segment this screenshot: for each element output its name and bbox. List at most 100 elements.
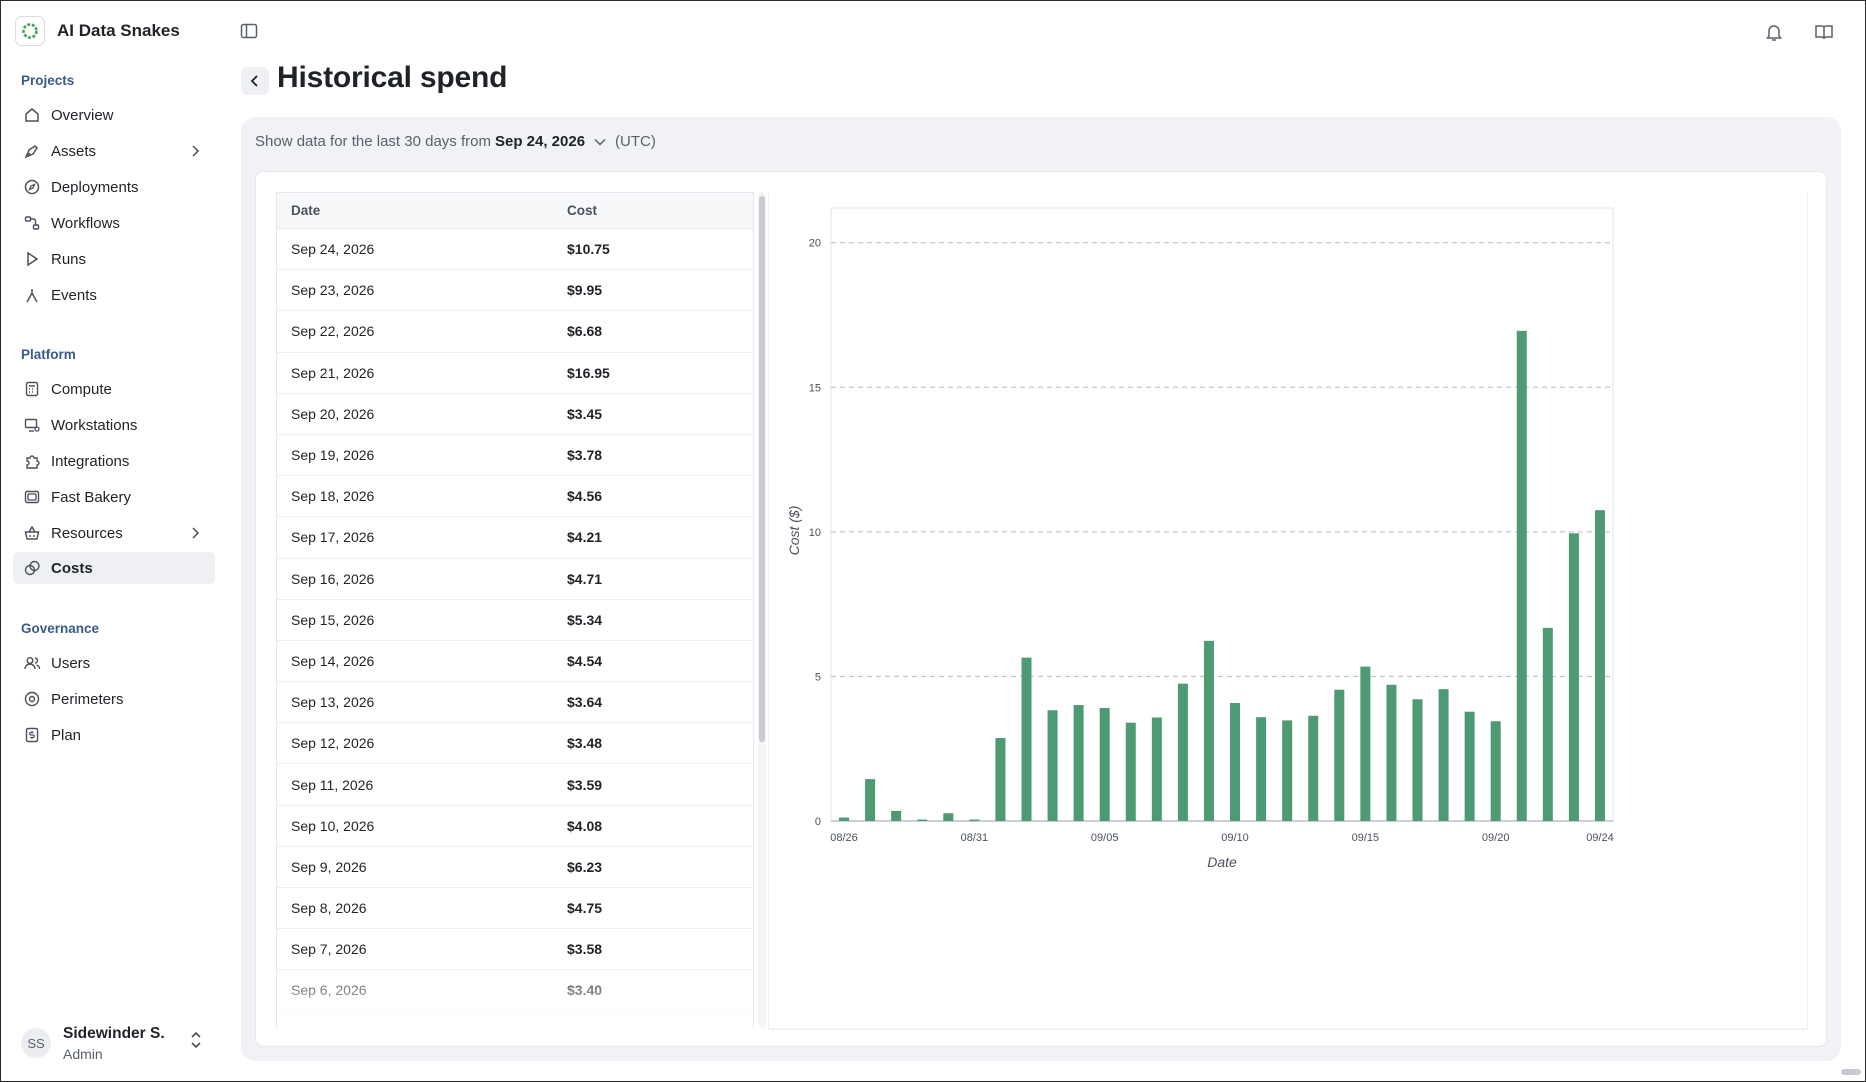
sidebar-item-costs[interactable]: Costs <box>13 552 215 584</box>
sidebar-item-integrations[interactable]: Integrations <box>13 445 215 477</box>
table-row: Sep 9, 2026 $6.23 <box>277 847 753 888</box>
bar-09-03[interactable] <box>1047 710 1058 821</box>
brand[interactable]: AI Data Snakes <box>15 13 180 49</box>
sidebar-item-workstations[interactable]: Workstations <box>13 409 215 441</box>
sidebar-item-users[interactable]: Users <box>13 647 215 679</box>
sidebar-item-assets[interactable]: Assets <box>13 135 215 167</box>
bar-09-15[interactable] <box>1360 666 1371 821</box>
bar-09-10[interactable] <box>1230 703 1241 821</box>
bar-09-11[interactable] <box>1256 717 1267 821</box>
bar-09-14[interactable] <box>1334 689 1345 821</box>
chevron-left-icon <box>250 75 258 87</box>
home-icon <box>25 108 39 122</box>
bar-09-19[interactable] <box>1464 711 1475 821</box>
bar-09-18[interactable] <box>1438 689 1449 821</box>
bar-09-23[interactable] <box>1568 533 1579 821</box>
chevron-up-down-icon[interactable] <box>187 1029 205 1051</box>
bell-icon[interactable] <box>1763 21 1785 43</box>
bar-08-27[interactable] <box>865 779 876 821</box>
bar-09-07[interactable] <box>1151 717 1162 821</box>
bar-09-02[interactable] <box>1021 657 1032 821</box>
user-name: Sidewinder S. <box>63 1024 165 1042</box>
chevron-right-icon[interactable] <box>187 143 203 159</box>
sidebar-item-overview[interactable]: Overview <box>13 99 215 131</box>
sidebar: AI Data Snakes Projects Overview Assets Dep… <box>1 1 229 1082</box>
bar-08-30[interactable] <box>943 813 954 821</box>
column-header-cost: Cost <box>567 203 597 218</box>
bar-09-06[interactable] <box>1125 722 1136 821</box>
table-row: Sep 17, 2026 $4.21 <box>277 517 753 559</box>
bar-09-21[interactable] <box>1516 330 1527 821</box>
sidebar-toggle-icon[interactable] <box>239 21 259 41</box>
sidebar-item-events[interactable]: Events <box>13 279 215 311</box>
user-menu[interactable]: SS Sidewinder S. Admin <box>21 1019 211 1067</box>
row-date: Sep 6, 2026 <box>291 982 367 999</box>
sidebar-item-workflows[interactable]: Workflows <box>13 207 215 239</box>
back-button[interactable] <box>241 67 269 95</box>
y-tick-label: 0 <box>815 816 821 828</box>
bar-09-13[interactable] <box>1308 715 1319 821</box>
x-tick-label: 08/31 <box>961 832 989 844</box>
row-date: Sep 20, 2026 <box>291 405 375 422</box>
row-date: Sep 11, 2026 <box>291 776 374 793</box>
bar-09-05[interactable] <box>1099 707 1110 821</box>
bar-09-09[interactable] <box>1203 640 1214 821</box>
bar-09-24[interactable] <box>1594 510 1605 821</box>
range-date-select[interactable]: Sep 24, 2026 <box>494 133 586 150</box>
bar-09-04[interactable] <box>1073 705 1084 821</box>
scrollbar-thumb[interactable] <box>759 196 765 742</box>
sidebar-item-label: Compute <box>51 380 112 398</box>
window-scrollbar[interactable] <box>1841 1069 1861 1075</box>
x-tick-label: 09/24 <box>1586 832 1614 844</box>
sidebar-item-label: Fast Bakery <box>51 488 132 506</box>
play-icon <box>27 251 39 267</box>
row-cost: $3.78 <box>567 447 603 464</box>
table-row: Sep 18, 2026 $4.56 <box>277 476 753 518</box>
bar-09-22[interactable] <box>1542 627 1553 821</box>
bar-09-12[interactable] <box>1282 720 1293 821</box>
bar-08-31[interactable] <box>969 819 980 821</box>
row-cost: $5.34 <box>567 611 603 628</box>
sidebar-item-label: Deployments <box>51 178 139 196</box>
bar-09-16[interactable] <box>1386 684 1397 821</box>
row-cost: $4.08 <box>567 817 603 834</box>
row-date: Sep 23, 2026 <box>291 282 375 299</box>
y-tick-label: 10 <box>809 527 821 539</box>
cost-chart: 0 5 10 15 20 08/26 08/31 09/05 09/10 09/15 09/20 09… <box>768 192 1809 1030</box>
x-tick-label: 09/15 <box>1352 832 1380 844</box>
bar-09-08[interactable] <box>1177 683 1188 821</box>
bar-08-26[interactable] <box>839 817 850 821</box>
cost-table: Date Cost Sep 24, 2026 $10.75 Sep 23, 2026… <box>276 192 754 1028</box>
sidebar-item-plan[interactable]: Plan <box>13 719 215 751</box>
sidebar-item-resources[interactable]: Resources <box>13 517 215 549</box>
row-cost: $10.75 <box>567 241 610 258</box>
row-date: Sep 9, 2026 <box>291 858 367 875</box>
bar-09-17[interactable] <box>1412 699 1423 821</box>
chevron-down-icon[interactable] <box>593 135 607 149</box>
table-row: Sep 14, 2026 $4.54 <box>277 641 753 683</box>
x-axis-label: Date <box>1207 854 1237 870</box>
bar-08-29[interactable] <box>917 819 928 821</box>
table-row: Sep 20, 2026 $3.45 <box>277 394 753 435</box>
sidebar-item-fast-bakery[interactable]: Fast Bakery <box>13 481 215 513</box>
x-tick-label: 08/26 <box>830 832 858 844</box>
row-date: Sep 19, 2026 <box>291 447 375 464</box>
section-label-projects: Projects <box>21 73 75 88</box>
bar-09-01[interactable] <box>995 738 1006 821</box>
bar-08-28[interactable] <box>891 810 902 821</box>
table-row: Sep 24, 2026 $10.75 <box>277 229 753 271</box>
book-icon[interactable] <box>1813 21 1835 43</box>
puzzle-icon <box>26 455 40 469</box>
sidebar-item-compute[interactable]: Compute <box>13 373 215 405</box>
sidebar-item-deployments[interactable]: Deployments <box>13 171 215 203</box>
table-scrollbar[interactable] <box>758 192 766 1028</box>
chevron-right-icon[interactable] <box>187 525 203 541</box>
bar-09-20[interactable] <box>1490 721 1501 821</box>
sidebar-item-perimeters[interactable]: Perimeters <box>13 683 215 715</box>
sidebar-item-label: Perimeters <box>51 690 124 708</box>
pen-nib-icon <box>24 145 38 159</box>
section-label-platform: Platform <box>21 347 76 362</box>
sidebar-item-runs[interactable]: Runs <box>13 243 215 275</box>
avatar: SS <box>21 1028 51 1058</box>
sidebar-item-label: Integrations <box>51 452 130 470</box>
